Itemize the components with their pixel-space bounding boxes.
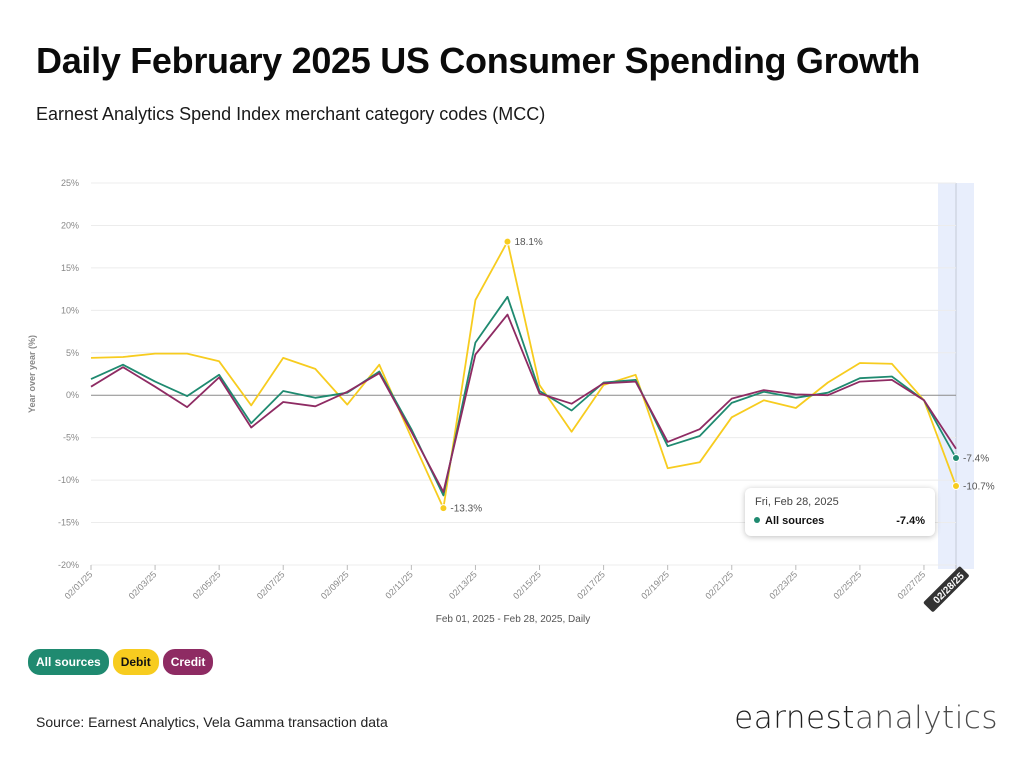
x-tick-label: 02/01/25 xyxy=(63,569,95,601)
y-tick-label: 20% xyxy=(61,220,79,230)
page-title: Daily February 2025 US Consumer Spending… xyxy=(36,40,921,81)
y-tick-label: -20% xyxy=(58,560,79,570)
x-tick-label: 02/28/25 xyxy=(932,571,968,607)
x-tick-label: 02/09/25 xyxy=(319,569,351,601)
annotation-point xyxy=(952,454,960,463)
y-tick-label: 5% xyxy=(66,348,79,358)
annotation-label: -13.3% xyxy=(450,504,482,515)
y-tick-label: -15% xyxy=(58,518,79,528)
y-tick-label: -10% xyxy=(58,475,79,485)
y-tick-label: 25% xyxy=(61,178,79,188)
logo-text-earnest: earnest xyxy=(734,700,855,736)
y-tick-label: 15% xyxy=(61,263,79,273)
annotation-point xyxy=(503,237,512,246)
line-chart[interactable]: 25% 20% 15% 10% 5% 0% -5% -10% -15% -20% Year over… xyxy=(0,160,1024,640)
legend-all-sources[interactable]: All sources xyxy=(28,649,109,675)
x-tick-label: 02/19/25 xyxy=(639,569,671,601)
annotation-point xyxy=(952,482,960,491)
x-tick-label: 02/15/25 xyxy=(511,569,543,601)
annotation-label: -10.7% xyxy=(963,482,995,493)
logo-text-analytics: analytics xyxy=(854,700,998,736)
tooltip-series-label: All sources xyxy=(765,515,825,527)
chart-tooltip: Fri, Feb 28, 2025 All sources -7.4% xyxy=(745,488,935,536)
x-tick-highlight: 02/28/25 xyxy=(923,566,969,612)
legend-debit[interactable]: Debit xyxy=(112,649,159,675)
x-tick-label: 02/03/25 xyxy=(127,569,159,601)
legend-credit[interactable]: Credit xyxy=(162,649,214,675)
series-line-debit xyxy=(90,240,957,510)
series-line-all-sources xyxy=(90,295,957,497)
x-tick-label: 02/27/25 xyxy=(896,569,928,601)
x-tick-label: 02/11/25 xyxy=(383,569,414,600)
annotation-label: -7.4% xyxy=(963,454,989,465)
y-tick-label: 0% xyxy=(66,390,79,400)
x-tick-label: 02/17/25 xyxy=(575,569,607,601)
chart-legend: All sources Debit Credit xyxy=(28,649,214,675)
earnest-analytics-logo: earnestanalytics xyxy=(734,700,998,736)
tooltip-date: Fri, Feb 28, 2025 xyxy=(755,496,839,508)
x-tick-label: 02/21/25 xyxy=(703,569,735,601)
source-note: Source: Earnest Analytics, Vela Gamma tr… xyxy=(36,714,388,730)
tooltip-series-dot xyxy=(754,517,760,523)
x-tick-label: 02/13/25 xyxy=(447,569,479,601)
page-subtitle: Earnest Analytics Spend Index merchant c… xyxy=(36,104,546,124)
x-tick-label: 02/25/25 xyxy=(831,569,863,601)
series-line-credit xyxy=(90,313,957,493)
x-tick-label: 02/23/25 xyxy=(767,569,799,601)
x-tick-label: 02/07/25 xyxy=(255,569,287,601)
x-axis-label: Feb 01, 2025 - Feb 28, 2025, Daily xyxy=(436,614,591,625)
y-tick-label: 10% xyxy=(61,305,79,315)
x-tick-highlight-bg xyxy=(923,566,969,612)
annotation-label: 18.1% xyxy=(514,237,542,248)
annotation-point xyxy=(439,504,448,513)
x-tick-label: 02/05/25 xyxy=(191,569,223,601)
tooltip-value: -7.4% xyxy=(896,515,925,527)
y-tick-label: -5% xyxy=(63,433,79,443)
y-axis-label: Year over year (%) xyxy=(27,335,37,413)
